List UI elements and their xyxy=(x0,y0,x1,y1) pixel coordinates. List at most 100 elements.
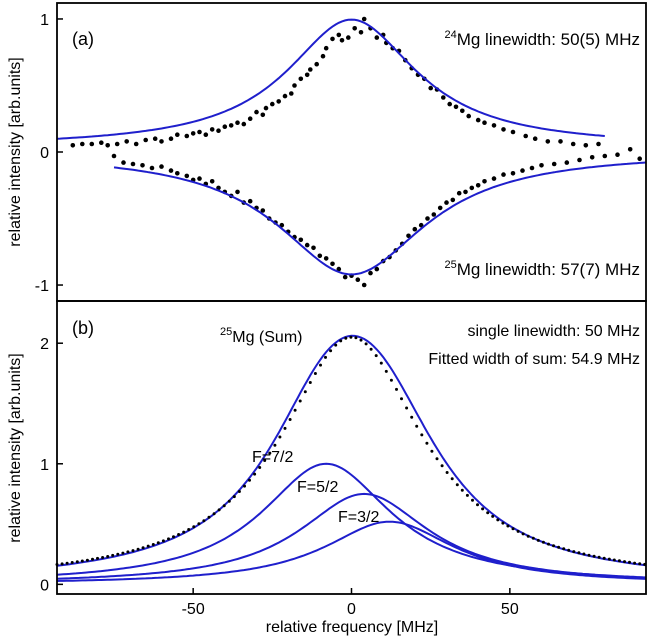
b-fit-dot-113 xyxy=(628,560,631,564)
a-point-0-71 xyxy=(570,141,576,147)
b-fit-dot-14 xyxy=(126,550,130,554)
a-point-1-69 xyxy=(637,156,642,161)
b-fit-dot-52 xyxy=(319,363,322,367)
a-point-0-30 xyxy=(289,91,294,96)
b-fit-dot-96 xyxy=(541,540,545,544)
a-point-0-40 xyxy=(339,38,345,43)
a-point-0-65 xyxy=(501,127,506,132)
b-x-axis-label: relative frequency [MHz] xyxy=(266,619,439,636)
a-point-0-37 xyxy=(323,45,329,51)
a-point-1-37 xyxy=(368,270,373,276)
b-xtick-label-1: 0 xyxy=(347,601,356,618)
b-fit-dot-74 xyxy=(430,449,434,453)
a-point-1-66 xyxy=(602,153,608,159)
a-point-1-44 xyxy=(412,226,418,232)
b-fit-dot-98 xyxy=(552,544,555,548)
a-point-0-67 xyxy=(523,133,528,139)
b-fit-dot-42 xyxy=(268,451,272,455)
b-fit-dot-49 xyxy=(303,390,307,394)
b-fit-dot-109 xyxy=(607,557,611,561)
b-fit-dot-70 xyxy=(410,415,414,419)
b-fit-dot-17 xyxy=(141,546,145,550)
a-point-0-11 xyxy=(168,136,174,141)
a-point-1-67 xyxy=(615,152,620,157)
a-point-0-36 xyxy=(320,53,326,59)
b-fit-dot-89 xyxy=(506,524,510,528)
b-line-f32 xyxy=(56,520,647,582)
a-point-1-49 xyxy=(444,200,449,205)
a-point-0-66 xyxy=(510,129,516,135)
a-point-1-58 xyxy=(510,171,516,176)
a-point-1-2 xyxy=(130,161,136,167)
a-point-1-47 xyxy=(431,212,437,217)
a-point-1-53 xyxy=(469,185,475,191)
b-y-ticks: 0 1 2 xyxy=(40,336,63,594)
a-point-1-29 xyxy=(317,253,323,259)
b-fit-dot-29 xyxy=(202,519,206,523)
a-annotation-24mg-text: Mg linewidth: 50(5) MHz xyxy=(457,30,640,49)
b-fit-dot-62 xyxy=(369,347,373,351)
b-fit-dot-103 xyxy=(577,551,581,555)
a-point-1-62 xyxy=(551,161,557,167)
b-fit-dot-34 xyxy=(227,499,231,503)
b-fit-dot-37 xyxy=(243,484,246,488)
a-point-0-18 xyxy=(216,128,221,133)
b-fit-dot-30 xyxy=(207,515,211,519)
a-point-1-16 xyxy=(235,189,240,195)
a-point-1-51 xyxy=(456,190,462,196)
a-point-1-57 xyxy=(501,172,506,177)
b-fit-dot-38 xyxy=(248,478,251,482)
a-point-0-63 xyxy=(482,120,487,125)
b-fit-dot-47 xyxy=(293,408,297,412)
b-fit-dot-86 xyxy=(491,514,495,518)
a-point-1-18 xyxy=(247,198,253,204)
a-point-1-26 xyxy=(298,237,304,243)
a-point-0-39 xyxy=(336,32,342,38)
b-fit-dot-106 xyxy=(592,554,596,558)
b-fit-dot-65 xyxy=(384,369,388,373)
b-fit-dot-27 xyxy=(192,525,196,529)
a-annotation-25mg-sup: 25 xyxy=(444,259,456,271)
a-point-1-20 xyxy=(260,208,266,213)
a-isotope24-fit-line xyxy=(56,18,605,140)
a-point-1-4 xyxy=(149,165,155,171)
b-fit-dot-4 xyxy=(75,560,79,564)
a-point-0-62 xyxy=(475,117,481,123)
a-point-0-61 xyxy=(466,113,472,119)
a-point-0-72 xyxy=(583,143,589,148)
a-point-0-28 xyxy=(276,99,282,104)
b-fit-dot-1 xyxy=(60,562,64,566)
a-point-1-60 xyxy=(529,165,535,171)
a-point-0-23 xyxy=(247,116,253,121)
b-fit-dot-79 xyxy=(455,483,459,487)
a-annotation-24mg: 24Mg linewidth: 50(5) MHz xyxy=(444,29,640,49)
a-point-0-25 xyxy=(260,112,266,118)
a-annotation-25mg-text: Mg linewidth: 57(7) MHz xyxy=(457,260,640,279)
b-fit-dot-56 xyxy=(339,339,343,343)
b-fit-dot-95 xyxy=(536,538,540,542)
b-fit-dot-48 xyxy=(298,399,302,403)
b-fit-dot-100 xyxy=(562,547,566,551)
a-point-1-32 xyxy=(336,266,342,272)
b-fit-dot-92 xyxy=(521,532,525,536)
b-x-ticks: -50 0 50 xyxy=(182,588,519,618)
a-ytick-label-0: -1 xyxy=(35,278,49,295)
b-fit-dot-88 xyxy=(501,521,505,525)
b-fit-dot-19 xyxy=(151,543,155,546)
b-fit-dot-85 xyxy=(486,511,490,515)
a-point-1-54 xyxy=(475,183,481,188)
a-point-1-30 xyxy=(323,256,329,261)
b-fit-dot-102 xyxy=(572,550,576,554)
a-point-0-9 xyxy=(152,136,158,141)
a-point-0-44 xyxy=(361,16,367,22)
b-fit-dot-55 xyxy=(334,343,338,347)
a-point-0-12 xyxy=(175,132,180,137)
b-fit-dot-67 xyxy=(395,387,398,391)
b-fit-dot-77 xyxy=(445,471,449,474)
a-y-ticks: -1 0 1 xyxy=(35,12,63,295)
b-fit-dot-63 xyxy=(374,354,378,358)
a-point-0-68 xyxy=(532,136,538,141)
b-ytick-label-2: 2 xyxy=(40,336,49,353)
a-point-0-7 xyxy=(133,141,139,147)
b-fit-dot-26 xyxy=(187,528,191,531)
